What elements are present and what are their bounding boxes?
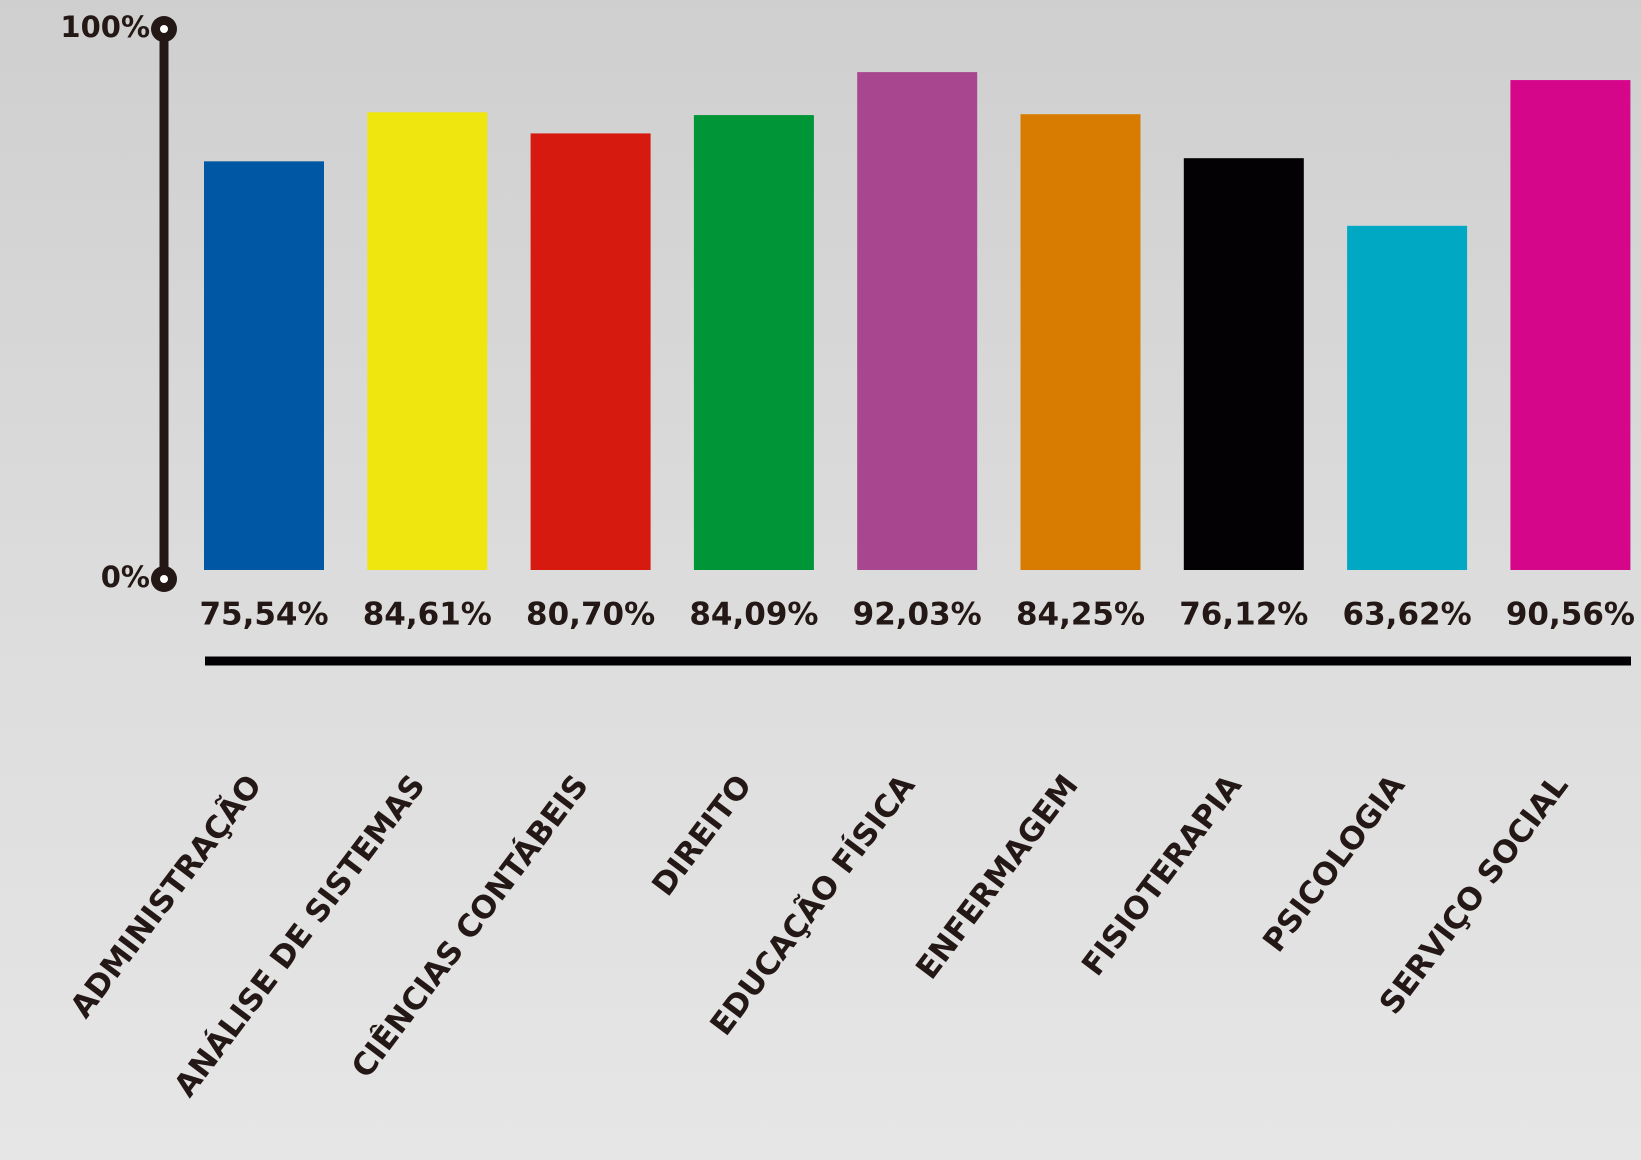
value-label: 80,70% bbox=[526, 597, 655, 633]
bar bbox=[367, 112, 488, 571]
value-label: 63,62% bbox=[1343, 597, 1472, 633]
bar bbox=[857, 72, 978, 570]
value-label: 76,12% bbox=[1179, 597, 1308, 633]
bar bbox=[1347, 225, 1468, 570]
value-label: 84,09% bbox=[689, 597, 818, 633]
tick-dot-center bbox=[160, 25, 168, 33]
value-label: 92,03% bbox=[853, 597, 982, 633]
bar bbox=[1183, 158, 1304, 570]
tick-dot-center bbox=[160, 575, 168, 583]
bar bbox=[1510, 80, 1631, 570]
bar bbox=[204, 161, 324, 570]
y-tick-label: 0% bbox=[101, 560, 150, 594]
value-label: 75,54% bbox=[199, 597, 328, 633]
y-tick-label: 100% bbox=[60, 10, 150, 44]
bar bbox=[530, 133, 651, 570]
bar bbox=[693, 115, 814, 571]
bar bbox=[1020, 114, 1141, 571]
value-label: 84,25% bbox=[1016, 597, 1145, 633]
value-label: 90,56% bbox=[1506, 597, 1635, 633]
value-label: 84,61% bbox=[363, 597, 492, 633]
